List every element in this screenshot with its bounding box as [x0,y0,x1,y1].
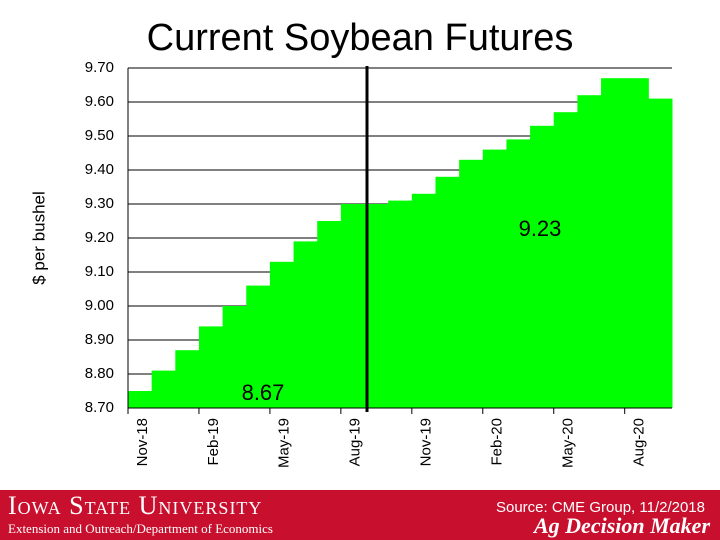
x-tick-label: Aug-20 [630,418,647,466]
step-bar [364,204,389,408]
y-tick-label: 9.10 [85,263,114,280]
x-tick-label: Nov-19 [418,418,435,466]
step-bar [317,221,342,408]
step-bar [577,95,602,408]
step-bar [388,200,413,408]
y-tick-label: 9.50 [85,127,114,144]
x-tick-label: Nov-18 [134,418,151,466]
step-bar [482,149,507,408]
step-bar [128,391,153,408]
x-tick-label: Feb-19 [205,418,222,466]
source: Source: CME Group, 11/2/2018 [496,499,705,516]
y-tick-label: 9.20 [85,229,114,246]
department: Extension and Outreach/Department of Eco… [8,521,273,536]
step-bar [293,241,318,408]
step-bar [435,176,460,408]
y-axis-label: $ per bushel [29,191,48,285]
step-bar [624,78,649,408]
university-name: Iowa State University [8,491,262,520]
y-tick-label: 9.70 [85,59,114,76]
step-bar [198,326,224,408]
y-tick-label: 9.00 [85,297,114,314]
y-tick-label: 8.70 [85,399,114,416]
y-tick-label: 9.30 [85,195,114,212]
step-bar [506,139,531,408]
step-bar [269,261,295,408]
annotation: 9.23 [519,216,562,241]
step-bar [530,125,555,409]
step-bar [175,350,200,408]
step-bar [459,159,484,408]
x-tick-label: May-20 [560,418,577,468]
x-tick-label: Feb-20 [489,418,506,466]
step-bar [222,306,247,408]
y-tick-label: 9.40 [85,161,114,178]
step-bar [411,193,436,408]
y-tick-label: 9.60 [85,93,114,110]
step-bar [340,204,366,408]
annotation: 8.67 [242,380,285,405]
step-bar [246,285,271,408]
step-bar [553,112,578,408]
x-tick-label: May-19 [276,418,293,468]
step-bar [648,98,673,408]
plot: 8.70 8.80 8.90 9.00 9.10 9.20 9.30 9.40 9.50 9.60… [85,59,673,468]
step-bar [151,370,176,408]
y-tick-label: 8.80 [85,365,114,382]
chart-title: Current Soybean Futures [147,17,574,59]
x-tick-label: Aug-19 [347,418,364,466]
y-tick-label: 8.90 [85,331,114,348]
step-bar [601,78,626,408]
brand: Ag Decision Maker [532,513,710,538]
footer-band [0,490,720,540]
